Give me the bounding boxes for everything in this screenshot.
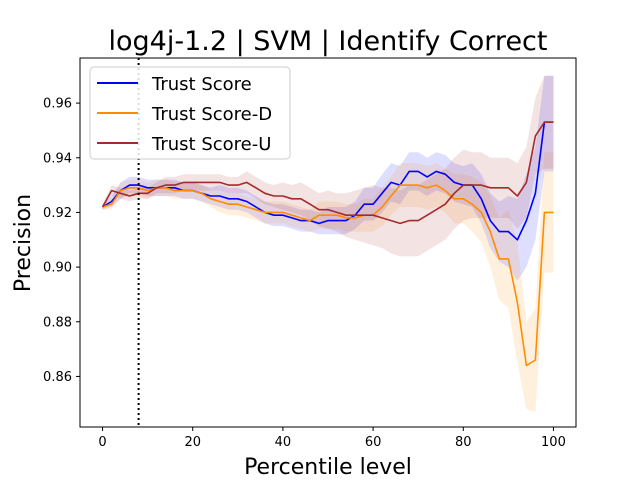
x-tick-label: 100 xyxy=(541,435,566,450)
axes-frame xyxy=(79,57,577,428)
band-trust-score-d xyxy=(102,152,554,413)
legend-label-trust-score: Trust Score xyxy=(151,74,252,95)
series-lines xyxy=(101,121,554,367)
x-tick-label: 20 xyxy=(184,435,201,450)
y-tick-label: 0.90 xyxy=(43,261,72,276)
y-tick-label: 0.94 xyxy=(43,151,72,166)
legend-label-trust-score-u: Trust Score-U xyxy=(151,134,271,155)
y-tick-label: 0.92 xyxy=(43,206,72,221)
y-axis-label: Precision xyxy=(11,194,36,292)
x-tick-label: 40 xyxy=(275,435,292,450)
legend-label-trust-score-d: Trust Score-D xyxy=(151,104,272,125)
band-trust-score-u xyxy=(102,75,554,257)
line-trust-score-u xyxy=(101,121,554,225)
x-axis-ticks: 0 20 40 60 80 100 xyxy=(98,427,566,450)
x-tick-label: 60 xyxy=(365,435,382,450)
chart-title: log4j-1.2 | SVM | Identify Correct xyxy=(108,26,547,57)
x-axis-label: Percentile level xyxy=(244,455,412,480)
plot-area xyxy=(101,58,554,427)
x-tick-label: 80 xyxy=(455,435,472,450)
legend: Trust Score Trust Score-D Trust Score-U xyxy=(89,66,291,160)
y-tick-label: 0.86 xyxy=(43,370,72,385)
x-tick-label: 0 xyxy=(98,435,106,450)
y-tick-label: 0.96 xyxy=(43,97,72,112)
y-axis-ticks: 0.86 0.88 0.90 0.92 0.94 0.96 xyxy=(43,97,80,385)
y-tick-label: 0.88 xyxy=(43,315,72,330)
legend-box xyxy=(89,66,291,160)
line-trust-score-d xyxy=(102,184,554,367)
line-trust-score xyxy=(102,121,554,241)
